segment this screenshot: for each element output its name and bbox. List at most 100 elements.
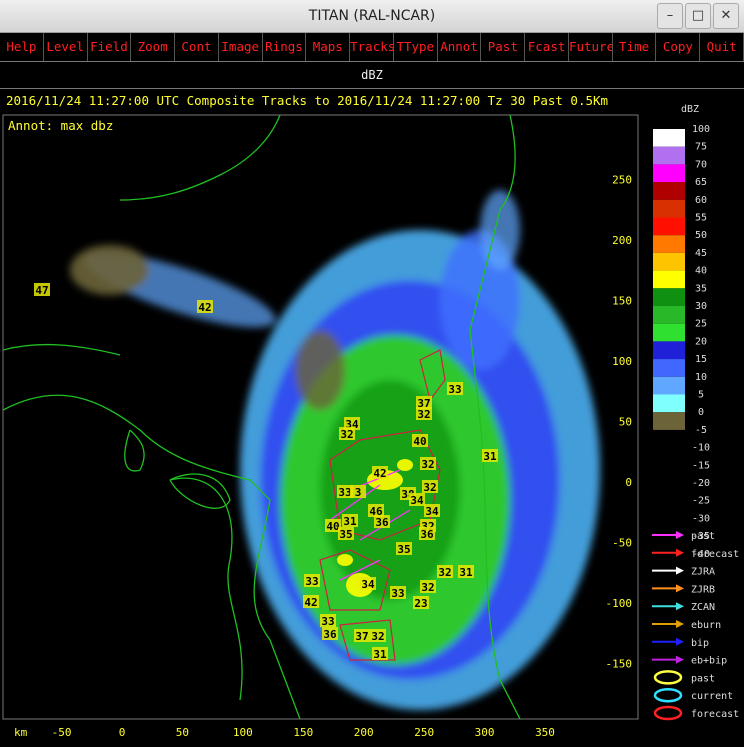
- colorbar-label: -40: [692, 549, 710, 560]
- storm-label-bg: [482, 449, 498, 462]
- storm-label-bg: [458, 565, 474, 578]
- colorbar-label: 15: [695, 354, 707, 365]
- colorbar-label: 75: [695, 142, 707, 153]
- storm-label-bg: [416, 407, 432, 420]
- menu-button[interactable]: Image: [219, 33, 263, 61]
- menu-button[interactable]: Time: [613, 33, 657, 61]
- storm-label: 42: [198, 301, 211, 314]
- storm-label-bg: [422, 480, 438, 493]
- storm-label-bg: [337, 485, 353, 498]
- colorbar-label: 50: [695, 230, 707, 241]
- colorbar-label: -20: [692, 478, 710, 489]
- storm-label-bg: [197, 300, 213, 313]
- storm-label: 32: [421, 581, 434, 594]
- legend-ellipse: [653, 705, 683, 721]
- colorbar-swatch: [653, 252, 685, 271]
- storm-label: 32: [340, 428, 353, 441]
- x-unit-label: km: [14, 726, 28, 739]
- menu-button[interactable]: Annot: [438, 33, 482, 61]
- y-tick-label: 0: [625, 476, 632, 489]
- x-tick-label: 350: [535, 726, 555, 739]
- storm-label: 40: [326, 520, 339, 533]
- colorbar-swatch: [653, 217, 685, 236]
- storm-label: 3: [355, 486, 362, 499]
- maximize-button[interactable]: □: [685, 3, 711, 29]
- storm-label: 42: [373, 467, 386, 480]
- x-tick-label: 300: [475, 726, 495, 739]
- storm-label-bg: [304, 574, 320, 587]
- menu-button[interactable]: Tracks: [350, 33, 394, 61]
- storm-label: 33: [305, 575, 318, 588]
- y-tick-label: 150: [612, 295, 632, 308]
- colorbar-label: 40: [695, 266, 707, 277]
- storm-label-bg: [412, 434, 428, 447]
- close-button[interactable]: ✕: [713, 3, 739, 29]
- storm-label: 36: [420, 528, 434, 541]
- storm-label: 34: [361, 578, 375, 591]
- legend-arrowhead: [676, 531, 684, 539]
- menu-button[interactable]: Help: [0, 33, 44, 61]
- storm-label: 32: [423, 481, 436, 494]
- colorbar-label: 20: [695, 336, 707, 347]
- legend-arrowhead: [676, 620, 684, 628]
- colorbar-label: 65: [695, 177, 707, 188]
- legend-arrowhead: [676, 584, 684, 593]
- storm-label: 33: [338, 486, 351, 499]
- title-bar: TITAN (RAL-NCAR) – □ ✕: [0, 0, 744, 33]
- x-tick-label: 100: [233, 726, 253, 739]
- menu-button[interactable]: TType: [394, 33, 438, 61]
- legend-label: current: [691, 691, 733, 702]
- legend-label: forecast: [691, 709, 739, 720]
- status-line: 2016/11/24 11:27:00 UTC Composite Tracks…: [6, 93, 608, 108]
- colorbar-swatch: [653, 394, 685, 413]
- colorbar-swatch: [653, 376, 685, 395]
- legend-label: past: [691, 531, 715, 542]
- storm-label-bg: [342, 514, 358, 527]
- colorbar-swatch: [653, 323, 685, 342]
- annotation-label: Annot: max dbz: [8, 118, 113, 133]
- menu-button[interactable]: Zoom: [131, 33, 176, 61]
- colorbar-swatch: [653, 129, 685, 147]
- colorbar-swatch: [653, 235, 685, 253]
- storm-label-bg: [424, 504, 440, 517]
- menu-button[interactable]: Level: [44, 33, 88, 61]
- storm-label: 33: [448, 383, 461, 396]
- colorbar-label: -35: [692, 531, 710, 542]
- menu-button[interactable]: Rings: [263, 33, 307, 61]
- storm-label: 37: [355, 630, 368, 643]
- colorbar-label: 0: [698, 407, 704, 418]
- y-tick-label: -100: [606, 597, 633, 610]
- menu-button[interactable]: Copy: [656, 33, 701, 61]
- field-label: dBZ: [0, 62, 744, 89]
- window-title: TITAN (RAL-NCAR): [308, 8, 436, 24]
- colorbar-label: 45: [695, 248, 707, 259]
- menu-button[interactable]: Fcast: [525, 33, 569, 61]
- x-tick-label: 50: [176, 726, 189, 739]
- storm-label-bg: [303, 595, 319, 608]
- menu-button[interactable]: Field: [88, 33, 132, 61]
- storm-label: 36: [323, 628, 337, 641]
- storm-label-bg: [413, 596, 429, 609]
- storm-label-bg: [339, 427, 355, 440]
- storm-label: 37: [417, 397, 430, 410]
- storm-label-bg: [325, 519, 341, 532]
- colorbar-label: 70: [695, 159, 707, 170]
- menu-button[interactable]: Past: [481, 33, 526, 61]
- storm-label: 32: [371, 630, 384, 643]
- legend-label: past: [691, 673, 715, 684]
- menu-button[interactable]: Cont: [175, 33, 219, 61]
- colorbar-swatch: [653, 412, 685, 430]
- colorbar-label: 5: [698, 390, 704, 401]
- storm-label-bg: [372, 466, 388, 479]
- colorbar-swatch: [653, 306, 685, 324]
- menu-button[interactable]: Future: [569, 33, 613, 61]
- storm-label: 32: [438, 566, 451, 579]
- storm-label-bg: [420, 580, 436, 593]
- storm-label-bg: [396, 542, 412, 555]
- colorbar-swatch: [653, 182, 685, 200]
- minimize-button[interactable]: –: [657, 3, 683, 29]
- menu-button[interactable]: Maps: [306, 33, 351, 61]
- storm-label: 32: [421, 458, 434, 471]
- storm-label: 31: [483, 450, 497, 463]
